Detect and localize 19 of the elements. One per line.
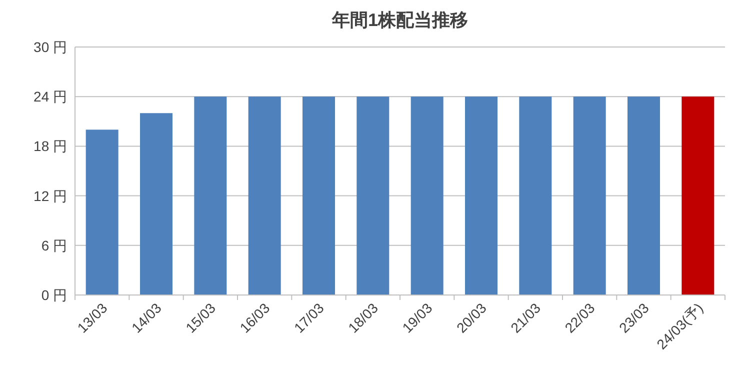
y-tick-label: 0 円 (41, 287, 67, 303)
bar (140, 113, 172, 295)
bar (519, 96, 552, 295)
y-tick-label: 6 円 (41, 237, 67, 254)
bar (302, 96, 335, 295)
bar (194, 96, 227, 295)
y-tick-label: 18 円 (34, 138, 67, 154)
y-tick-label: 12 円 (34, 188, 67, 204)
bar (573, 96, 606, 295)
bar (248, 96, 281, 295)
bar (86, 130, 118, 295)
bar (410, 96, 444, 295)
bar (682, 96, 714, 295)
chart-title: 年間1株配当推移 (330, 10, 468, 30)
y-tick-label: 24 円 (34, 88, 67, 105)
bar (628, 96, 660, 295)
bar (465, 96, 498, 295)
y-tick-label: 30 円 (34, 39, 67, 55)
bar (356, 96, 390, 295)
